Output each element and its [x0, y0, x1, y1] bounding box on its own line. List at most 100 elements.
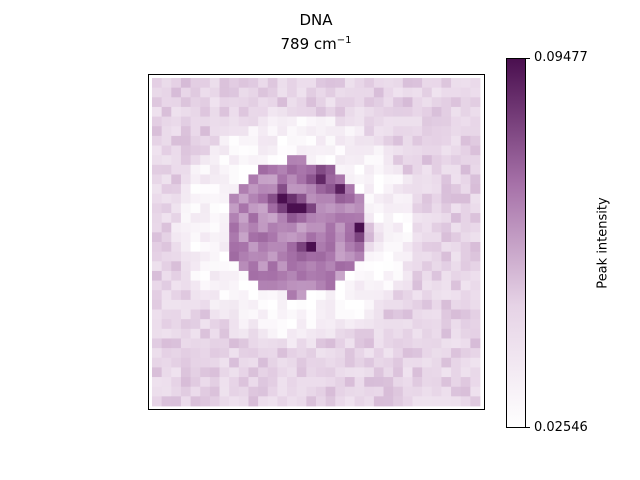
heatmap-cell: [180, 270, 191, 281]
heatmap-cell: [190, 164, 201, 175]
heatmap-cell: [354, 290, 365, 301]
heatmap-cell: [316, 203, 327, 214]
heatmap-cell: [335, 328, 346, 339]
heatmap-cell: [393, 135, 404, 146]
heatmap-cell: [219, 193, 230, 204]
heatmap-cell: [354, 396, 365, 407]
heatmap-cell: [460, 145, 471, 156]
heatmap-cell: [354, 97, 365, 108]
heatmap-cell: [325, 135, 336, 146]
heatmap-cell: [383, 116, 394, 127]
heatmap-cell: [161, 145, 172, 156]
heatmap-cell: [219, 319, 230, 330]
heatmap-cell: [180, 155, 191, 166]
heatmap-cell: [431, 367, 442, 378]
heatmap-cell: [373, 174, 384, 185]
heatmap-cell: [306, 232, 317, 243]
heatmap-cell: [354, 174, 365, 185]
heatmap-cell: [152, 396, 163, 407]
heatmap-cell: [277, 290, 288, 301]
heatmap-cell: [161, 280, 172, 291]
heatmap-cell: [161, 78, 172, 89]
heatmap-cell: [460, 377, 471, 388]
heatmap-cell: [200, 309, 211, 320]
heatmap-cell: [335, 348, 346, 359]
heatmap-cell: [296, 126, 307, 137]
heatmap-cell: [287, 126, 298, 137]
heatmap-cell: [200, 377, 211, 388]
heatmap-cell: [267, 290, 278, 301]
heatmap-cell: [171, 242, 182, 253]
heatmap-cell: [441, 348, 452, 359]
heatmap-cell: [238, 290, 249, 301]
heatmap-cell: [460, 126, 471, 137]
heatmap-cell: [393, 145, 404, 156]
heatmap-cell: [441, 270, 452, 281]
heatmap-cell: [325, 270, 336, 281]
heatmap-cell: [238, 87, 249, 98]
heatmap-cell: [306, 338, 317, 349]
heatmap-cell: [209, 184, 220, 195]
heatmap-cell: [209, 232, 220, 243]
heatmap-cell: [431, 299, 442, 310]
heatmap-cell: [412, 164, 423, 175]
heatmap-cell: [306, 242, 317, 253]
heatmap-cell: [277, 97, 288, 108]
heatmap-cell: [180, 377, 191, 388]
heatmap-cell: [180, 251, 191, 262]
heatmap-cell: [238, 242, 249, 253]
heatmap-cell: [412, 290, 423, 301]
heatmap-cell: [316, 319, 327, 330]
heatmap-cell: [152, 174, 163, 185]
heatmap-cell: [470, 184, 481, 195]
heatmap-cell: [470, 377, 481, 388]
heatmap-cell: [180, 367, 191, 378]
heatmap-cell: [219, 155, 230, 166]
heatmap-cells: [152, 78, 481, 407]
heatmap-cell: [383, 270, 394, 281]
heatmap-cell: [325, 290, 336, 301]
heatmap-cell: [373, 328, 384, 339]
heatmap-cell: [431, 135, 442, 146]
heatmap-cell: [364, 164, 375, 175]
heatmap-cell: [306, 213, 317, 224]
heatmap-cell: [441, 338, 452, 349]
heatmap-cell: [152, 222, 163, 233]
heatmap-cell: [296, 145, 307, 156]
heatmap-cell: [335, 184, 346, 195]
heatmap-cell: [402, 222, 413, 233]
heatmap-cell: [258, 155, 269, 166]
heatmap-cell: [383, 338, 394, 349]
heatmap-cell: [229, 87, 240, 98]
heatmap-cell: [325, 155, 336, 166]
heatmap-cell: [180, 116, 191, 127]
heatmap-cell: [277, 164, 288, 175]
heatmap-cell: [412, 193, 423, 204]
heatmap-cell: [267, 222, 278, 233]
heatmap-cell: [383, 184, 394, 195]
heatmap-cell: [296, 184, 307, 195]
heatmap-cell: [402, 135, 413, 146]
heatmap-cell: [431, 164, 442, 175]
heatmap-cell: [258, 184, 269, 195]
heatmap-cell: [335, 396, 346, 407]
heatmap-cell: [373, 280, 384, 291]
heatmap-cell: [344, 261, 355, 272]
heatmap-cell: [306, 126, 317, 137]
heatmap-cell: [180, 290, 191, 301]
heatmap-cell: [152, 106, 163, 117]
heatmap-cell: [219, 222, 230, 233]
heatmap-cell: [412, 145, 423, 156]
heatmap-cell: [306, 145, 317, 156]
heatmap-cell: [344, 135, 355, 146]
heatmap-cell: [306, 78, 317, 89]
heatmap-cell: [316, 97, 327, 108]
heatmap-cell: [171, 367, 182, 378]
heatmap-cell: [373, 116, 384, 127]
heatmap-cell: [383, 87, 394, 98]
heatmap-cell: [364, 145, 375, 156]
heatmap-cell: [258, 299, 269, 310]
heatmap-cell: [238, 97, 249, 108]
heatmap-cell: [306, 87, 317, 98]
heatmap-cell: [190, 280, 201, 291]
